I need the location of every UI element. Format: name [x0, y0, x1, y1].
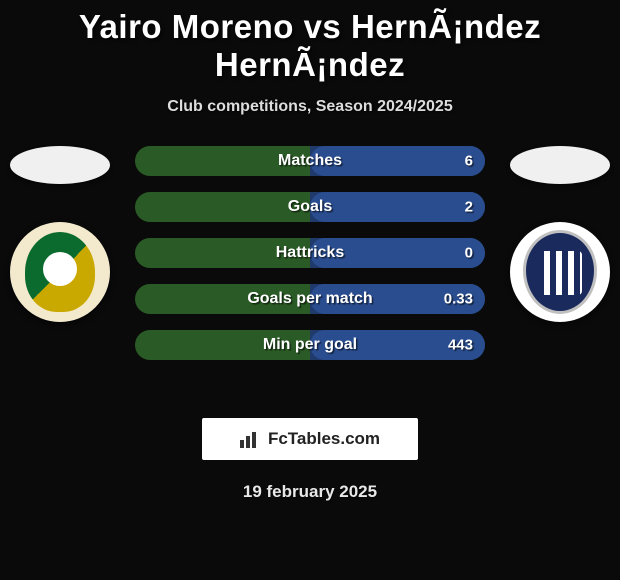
stat-value-right: 0.33	[444, 291, 473, 308]
flag-oval-right	[510, 146, 610, 184]
stat-label: Matches	[278, 152, 342, 170]
stat-value-right: 0	[465, 245, 473, 262]
watermark-text: FcTables.com	[268, 429, 380, 449]
stat-bar: Min per goal 443	[135, 330, 485, 360]
club-badge-pachuca	[510, 222, 610, 322]
stat-bar-fill-right	[310, 192, 485, 222]
stat-value-right: 2	[465, 199, 473, 216]
watermark-badge: FcTables.com	[202, 418, 418, 460]
leon-crest-icon	[25, 232, 95, 312]
stat-bars-container: Matches 6 Goals 2 Hattricks 0 Goals per match 0…	[135, 146, 485, 360]
page-title: Yairo Moreno vs HernÃ¡ndez HernÃ¡ndez	[0, 0, 620, 84]
stat-bar: Matches 6	[135, 146, 485, 176]
stat-value-right: 6	[465, 153, 473, 170]
stat-label: Hattricks	[276, 244, 344, 262]
club-badge-leon	[10, 222, 110, 322]
comparison-area: Matches 6 Goals 2 Hattricks 0 Goals per match 0…	[0, 146, 620, 396]
subtitle: Club competitions, Season 2024/2025	[0, 98, 620, 116]
pachuca-crest-icon	[523, 230, 597, 314]
stat-label: Goals	[288, 198, 332, 216]
bar-chart-icon	[240, 430, 262, 448]
player-left-column	[0, 146, 120, 322]
stat-bar: Goals per match 0.33	[135, 284, 485, 314]
stat-label: Min per goal	[263, 336, 357, 354]
stat-label: Goals per match	[247, 290, 372, 308]
flag-oval-left	[10, 146, 110, 184]
player-right-column	[500, 146, 620, 322]
stat-bar: Hattricks 0	[135, 238, 485, 268]
stat-value-right: 443	[448, 337, 473, 354]
stat-bar: Goals 2	[135, 192, 485, 222]
date-line: 19 february 2025	[0, 482, 620, 502]
